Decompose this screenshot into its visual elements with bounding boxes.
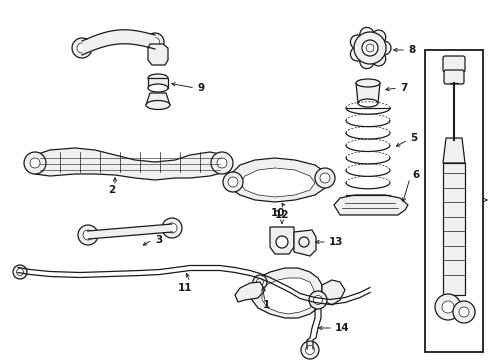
Circle shape [301,341,319,359]
Circle shape [72,38,92,58]
Text: 3: 3 [155,235,162,245]
Text: 9: 9 [197,83,204,93]
Ellipse shape [356,79,380,87]
Circle shape [211,152,233,174]
Polygon shape [148,44,168,65]
Bar [425,50,483,352]
Polygon shape [334,195,408,215]
Ellipse shape [146,100,170,109]
Circle shape [350,35,365,49]
Circle shape [435,294,461,320]
Circle shape [83,230,93,240]
Polygon shape [252,268,322,318]
Circle shape [372,52,386,66]
Circle shape [253,275,267,289]
Circle shape [17,269,24,275]
Circle shape [167,223,177,233]
Circle shape [366,44,374,52]
Polygon shape [28,148,230,180]
Text: 7: 7 [400,83,407,93]
Polygon shape [235,282,265,302]
Polygon shape [356,83,380,103]
Circle shape [362,40,378,56]
Circle shape [350,47,365,61]
Circle shape [146,33,164,51]
Circle shape [314,296,322,305]
Circle shape [305,346,315,355]
Circle shape [223,172,243,192]
Circle shape [77,43,87,53]
Polygon shape [228,158,328,202]
Text: 1: 1 [263,300,270,310]
Bar [443,163,465,295]
Circle shape [320,173,330,183]
Circle shape [217,158,227,168]
Circle shape [309,291,327,309]
Polygon shape [88,224,172,239]
Ellipse shape [358,99,378,107]
Circle shape [30,158,40,168]
FancyBboxPatch shape [444,70,464,84]
Text: 12: 12 [275,210,289,220]
Circle shape [315,168,335,188]
Text: 10: 10 [271,208,285,218]
Polygon shape [322,280,345,305]
Ellipse shape [148,74,168,82]
Circle shape [24,152,46,174]
Text: 5: 5 [410,133,417,143]
Polygon shape [262,278,314,314]
Polygon shape [146,93,170,105]
Circle shape [377,41,391,55]
Circle shape [150,37,160,46]
Circle shape [354,32,386,64]
Circle shape [459,307,469,317]
FancyBboxPatch shape [443,56,465,72]
Text: 6: 6 [412,170,419,180]
Circle shape [360,55,374,69]
Circle shape [13,265,27,279]
Circle shape [228,177,238,187]
Polygon shape [443,138,465,163]
Circle shape [453,301,475,323]
Text: 11: 11 [178,283,192,293]
Text: 8: 8 [408,45,415,55]
Ellipse shape [148,84,168,92]
Text: 14: 14 [335,323,350,333]
Circle shape [78,225,98,245]
Polygon shape [240,168,315,197]
Circle shape [442,301,454,313]
Circle shape [360,27,374,41]
Circle shape [256,279,264,285]
Polygon shape [270,227,294,254]
Polygon shape [294,230,316,256]
Text: 13: 13 [329,237,343,247]
Text: 2: 2 [108,185,115,195]
Circle shape [162,218,182,238]
Circle shape [276,236,288,248]
Circle shape [372,30,386,44]
Circle shape [299,237,309,247]
Bar [148,78,168,88]
